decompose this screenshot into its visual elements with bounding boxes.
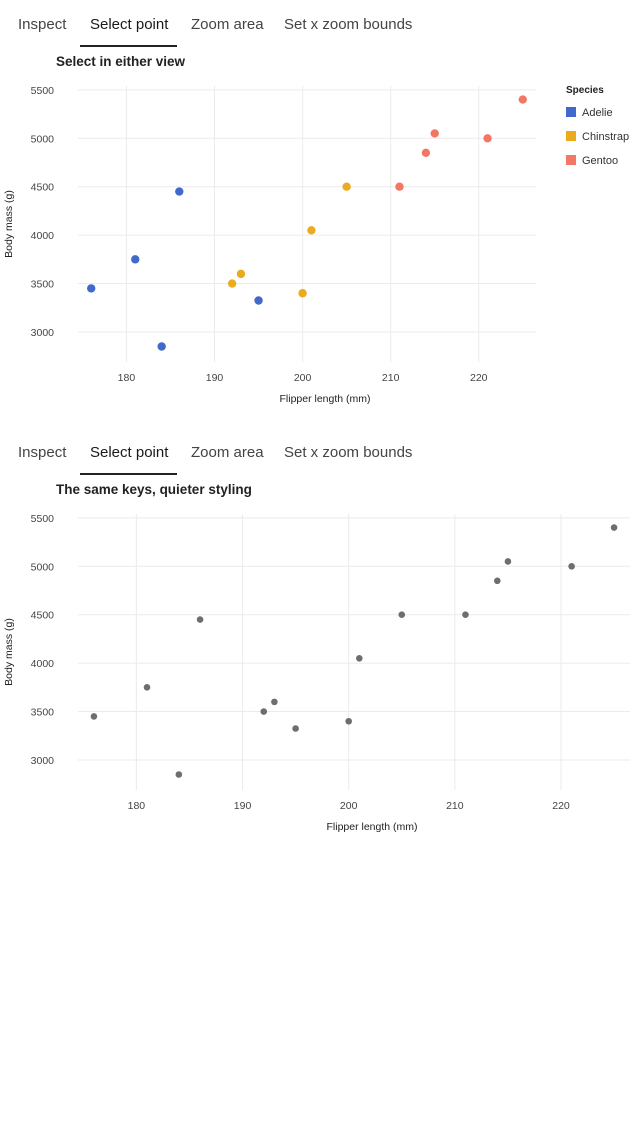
data-point [87,284,96,293]
data-point [342,182,351,191]
tab-inspect[interactable]: Inspect [18,444,67,461]
x-tick-label: 190 [234,800,252,812]
active-tab-indicator [80,473,177,475]
data-point [175,187,184,196]
data-point [196,616,204,623]
tab-bar: Inspect Select point Zoom area Set x zoo… [0,428,640,476]
data-point [157,342,166,351]
data-point [398,611,406,619]
x-tick-label: 200 [294,372,312,384]
y-axis-label: Body mass (g) [3,618,15,686]
data-point [236,269,246,279]
legend-swatch [566,155,576,165]
data-point [292,725,299,732]
tab-zoom-area[interactable]: Zoom area [191,444,264,461]
data-point [298,289,307,298]
x-tick-label: 220 [470,372,488,384]
data-point [345,717,352,725]
chart-title: Select in either view [56,54,186,69]
tab-select-point[interactable]: Select point [90,16,169,33]
y-tick-label: 5500 [31,85,55,97]
chart-panel-1: Inspect Select point Zoom area Set x zoo… [0,0,640,428]
tab-zoom-area[interactable]: Zoom area [191,16,264,33]
tab-bar: Inspect Select point Zoom area Set x zoo… [0,0,640,48]
data-point [462,611,469,619]
data-point [260,708,268,715]
legend-swatch [566,131,576,141]
x-tick-label: 180 [128,800,146,812]
scatter-chart-species[interactable]: Select in either view 180 190 200 210 220 3000… [0,48,640,428]
x-axis-label: Flipper length (mm) [279,393,370,405]
legend-title: Species [566,85,604,96]
x-tick-label: 210 [446,800,464,812]
data-point [356,654,363,662]
tab-set-x-zoom-bounds[interactable]: Set x zoom bounds [284,16,413,33]
y-tick-label: 3500 [31,279,55,291]
legend-label: Adelie [582,107,613,119]
data-point [421,148,431,158]
legend-swatch [566,107,576,117]
x-tick-label: 200 [340,800,358,812]
data-point [518,95,527,104]
data-point [483,134,492,143]
tab-inspect[interactable]: Inspect [18,16,67,33]
y-tick-label: 5000 [31,133,55,145]
tab-select-point[interactable]: Select point [90,444,169,461]
y-tick-label: 4500 [31,182,55,194]
data-point [143,684,151,691]
data-point [610,524,618,531]
y-tick-label: 3000 [31,327,55,339]
data-point [227,279,237,288]
legend-label: Chinstrap [582,131,629,143]
y-tick-label: 5500 [31,513,55,525]
legend-label: Gentoo [582,155,618,167]
tab-set-x-zoom-bounds[interactable]: Set x zoom bounds [284,444,413,461]
data-point [395,182,404,191]
x-tick-label: 180 [118,372,136,384]
x-tick-label: 210 [382,372,400,384]
x-axis-label: Flipper length (mm) [326,821,417,833]
y-tick-label: 3000 [31,755,55,767]
data-point [430,129,439,138]
x-tick-label: 220 [552,800,570,812]
y-tick-label: 3500 [31,707,55,719]
data-point [90,713,98,720]
y-tick-label: 4000 [31,230,55,242]
data-point [271,698,278,706]
y-tick-label: 5000 [31,561,55,573]
data-point [131,255,140,264]
chart-panel-2: Inspect Select point Zoom area Set x zoo… [0,428,640,848]
y-tick-label: 4500 [31,610,55,622]
data-point [568,562,575,570]
data-point [504,558,512,565]
y-axis-label: Body mass (g) [3,190,15,258]
active-tab-indicator [80,45,177,47]
data-point [307,226,316,235]
x-tick-label: 190 [206,372,224,384]
chart-title: The same keys, quieter styling [56,482,252,497]
data-point [254,296,263,305]
scatter-chart-quiet[interactable]: The same keys, quieter styling 180 190 200 2… [0,476,640,856]
data-point [175,771,183,778]
data-point [494,577,501,585]
y-tick-label: 4000 [31,658,55,670]
